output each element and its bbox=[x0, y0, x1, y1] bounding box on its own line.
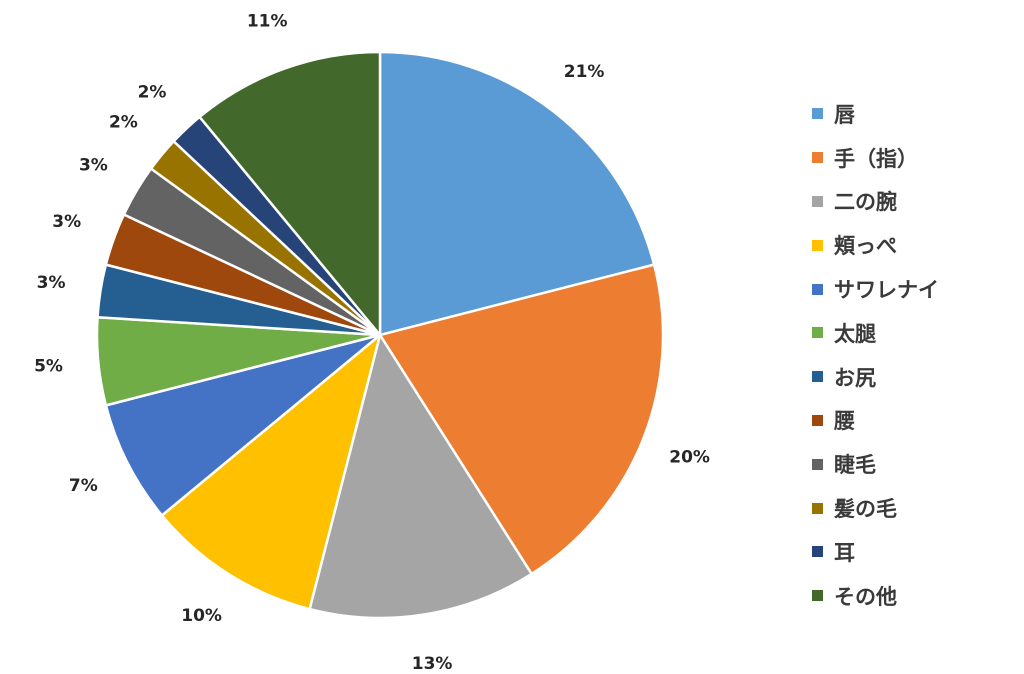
pie-slice-percent-label: 7% bbox=[69, 476, 98, 496]
legend-label: 手（指） bbox=[834, 146, 918, 171]
legend-label: 太腿 bbox=[834, 321, 876, 346]
legend-label: サワレナイ bbox=[834, 278, 939, 303]
legend-item: 唇 bbox=[812, 92, 1012, 136]
legend-item: 腰 bbox=[812, 399, 1012, 443]
pie-slices bbox=[95, 50, 665, 620]
legend-swatch bbox=[812, 283, 823, 295]
pie-slice bbox=[378, 50, 656, 337]
legend-label: 耳 bbox=[834, 540, 855, 565]
legend-item: その他 bbox=[812, 574, 1012, 618]
legend-item: お尻 bbox=[812, 355, 1012, 399]
pie-slice-percent-label: 13% bbox=[412, 654, 453, 674]
legend-swatch bbox=[812, 502, 823, 514]
legend-item: 耳 bbox=[812, 530, 1012, 574]
legend-swatch bbox=[812, 239, 823, 251]
legend-swatch bbox=[812, 327, 823, 339]
legend-swatch bbox=[812, 108, 823, 120]
legend-item: 二の腕 bbox=[812, 180, 1012, 224]
pie-slice-percent-label: 21% bbox=[564, 62, 605, 82]
legend-swatch bbox=[812, 414, 823, 426]
pie-slice bbox=[308, 333, 533, 620]
pie-slice-percent-label: 20% bbox=[669, 448, 710, 468]
legend-label: 髪の毛 bbox=[834, 497, 897, 522]
legend-item: 髪の毛 bbox=[812, 486, 1012, 530]
legend-swatch bbox=[812, 590, 823, 602]
pie-slice bbox=[198, 50, 382, 337]
pie-slice-percent-label: 3% bbox=[79, 156, 108, 176]
pie-slice-percent-label: 10% bbox=[181, 606, 222, 626]
legend-item: 太腿 bbox=[812, 311, 1012, 355]
legend-label: 腰 bbox=[834, 409, 855, 434]
pie-slice-percent-label: 5% bbox=[34, 356, 63, 376]
legend-swatch bbox=[812, 371, 823, 383]
legend-label: お尻 bbox=[834, 365, 876, 390]
legend-swatch bbox=[812, 458, 823, 470]
legend-label: その他 bbox=[834, 584, 897, 609]
pie-slice bbox=[378, 263, 665, 576]
chart-legend: 唇手（指） 二の腕頬っぺサワレナイ太腿お尻腰睫毛髪の毛耳その他 bbox=[812, 92, 1012, 618]
legend-swatch bbox=[812, 152, 823, 164]
legend-item: 睫毛 bbox=[812, 442, 1012, 486]
legend-swatch bbox=[812, 195, 823, 207]
pie-slice-percent-label: 2% bbox=[109, 113, 138, 133]
legend-label: 頬っぺ bbox=[834, 234, 897, 259]
pie-percent-labels: 21% 20% 13% 10% 7% 5% 3% 3% 3% 2%2% 11% bbox=[34, 12, 710, 674]
legend-label: 唇 bbox=[834, 102, 855, 127]
legend-label: 二の腕 bbox=[834, 190, 897, 215]
pie-slice-percent-label: 3% bbox=[52, 212, 81, 232]
pie-slice-percent-label: 11% bbox=[247, 12, 288, 32]
pie-slice-percent-label: 3% bbox=[37, 273, 66, 293]
pie-slice-percent-label: 2% bbox=[138, 82, 167, 102]
legend-label: 睫毛 bbox=[834, 453, 876, 478]
legend-item: 頬っぺ bbox=[812, 223, 1012, 267]
legend-item: 手（指） bbox=[812, 136, 1012, 180]
legend-item: サワレナイ bbox=[812, 267, 1012, 311]
pie-slice bbox=[160, 333, 382, 611]
pie-slice bbox=[104, 333, 382, 517]
legend-swatch bbox=[812, 546, 823, 558]
